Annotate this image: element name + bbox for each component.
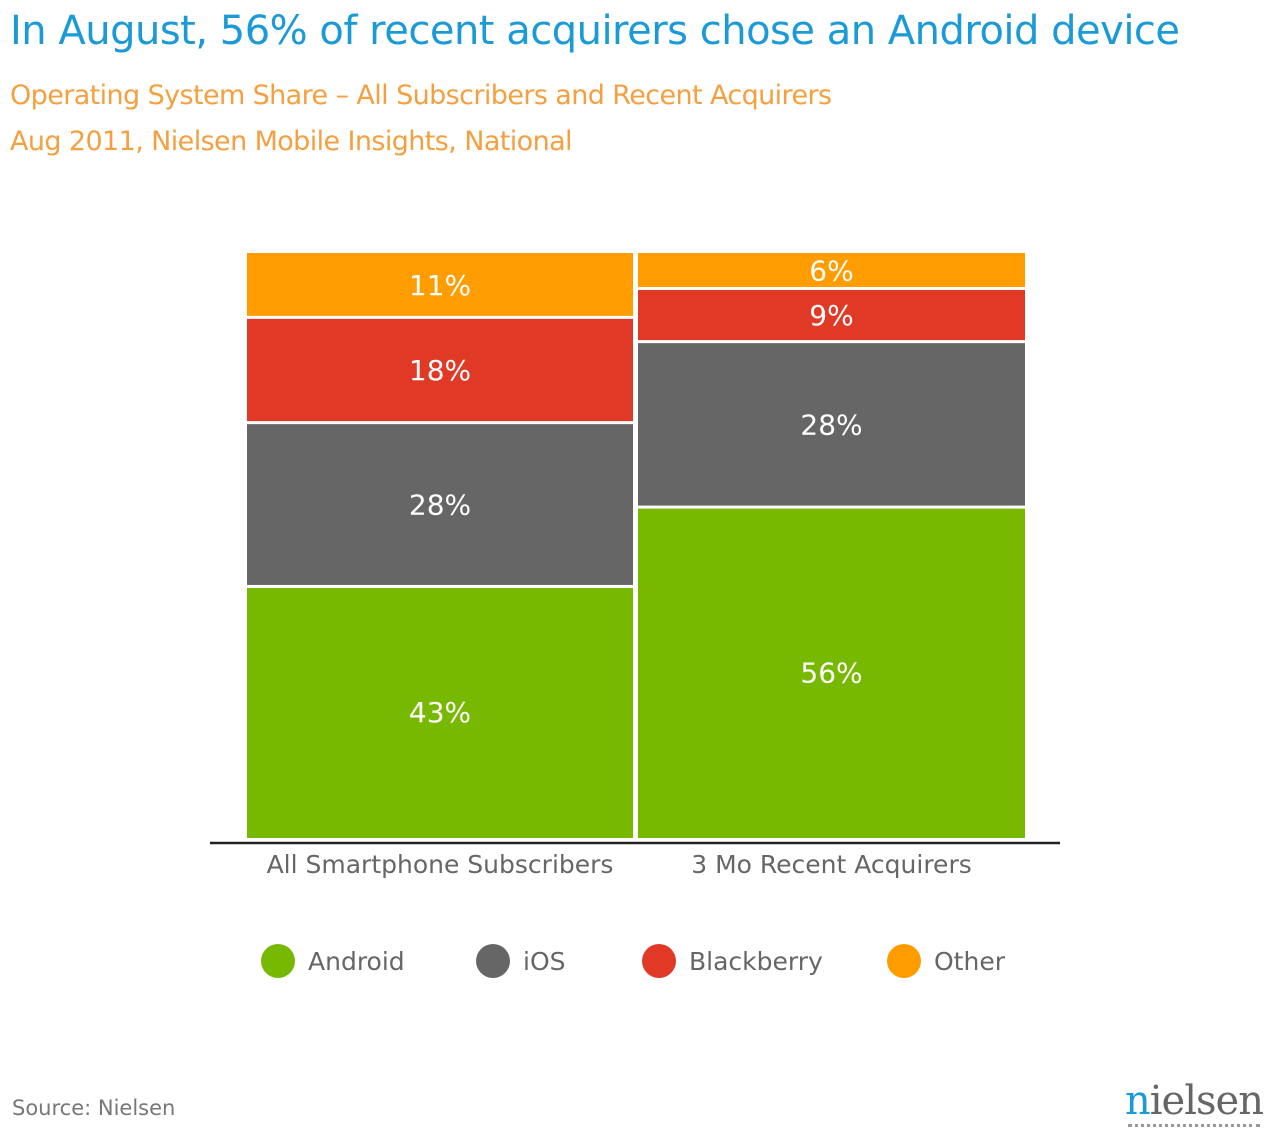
category-label: 3 Mo Recent Acquirers (691, 850, 972, 879)
source-note: Source: Nielsen (12, 1096, 176, 1120)
data-label: 9% (809, 299, 853, 332)
category-label: All Smartphone Subscribers (267, 850, 614, 879)
data-label: 28% (800, 408, 862, 441)
data-label: 18% (409, 354, 471, 387)
legend-label: Blackberry (689, 947, 823, 976)
bar-segment-ios (247, 424, 633, 585)
data-label: 43% (409, 696, 471, 729)
bar-segment-ios (638, 343, 1025, 506)
chart-title: In August, 56% of recent acquirers chose… (10, 8, 1180, 54)
bar-segment-android (638, 508, 1025, 838)
bar-segment-android (247, 587, 633, 838)
data-label: 11% (409, 269, 471, 302)
chart-subtitle-date: Aug 2011, Nielsen Mobile Insights, Natio… (10, 126, 573, 157)
legend-label: Other (934, 947, 1006, 976)
chart-subtitle: Operating System Share – All Subscribers… (10, 80, 832, 111)
data-label: 6% (809, 255, 853, 288)
legend-label: iOS (523, 947, 566, 976)
bar-segment-blackberry (638, 289, 1025, 341)
legend-marker-blackberry (642, 944, 676, 978)
data-label: 28% (409, 489, 471, 522)
legend-marker-ios (476, 944, 510, 978)
bar-segment-blackberry (247, 318, 633, 422)
logo-dots (1128, 1124, 1260, 1127)
legend-marker-other (887, 944, 921, 978)
data-label: 56% (800, 657, 862, 690)
bar-segment-other (638, 253, 1025, 287)
bar-segment-other (247, 253, 633, 316)
legend-marker-android (261, 944, 295, 978)
legend-label: Android (308, 947, 405, 976)
nielsen-logo: nielsen (1125, 1078, 1264, 1124)
